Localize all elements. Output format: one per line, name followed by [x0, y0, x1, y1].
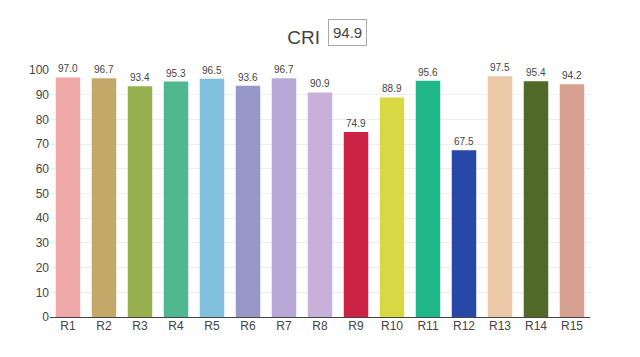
svg-text:70: 70 [36, 137, 50, 151]
svg-text:95.6: 95.6 [418, 67, 438, 78]
svg-text:R11: R11 [417, 319, 438, 333]
svg-text:80: 80 [36, 113, 50, 127]
svg-text:97.0: 97.0 [58, 63, 78, 74]
svg-text:R12: R12 [453, 319, 475, 333]
svg-text:95.3: 95.3 [166, 68, 186, 79]
svg-text:R4: R4 [168, 319, 184, 333]
svg-text:30: 30 [36, 236, 50, 250]
svg-text:60: 60 [36, 162, 50, 176]
svg-text:R10: R10 [381, 319, 403, 333]
svg-text:96.5: 96.5 [202, 65, 222, 76]
svg-text:93.6: 93.6 [238, 72, 258, 83]
svg-text:R9: R9 [348, 319, 364, 333]
svg-text:50: 50 [36, 187, 50, 201]
svg-text:93.4: 93.4 [130, 72, 150, 83]
svg-text:0: 0 [42, 310, 49, 324]
svg-text:10: 10 [36, 286, 50, 300]
svg-text:100: 100 [29, 63, 49, 77]
svg-text:R3: R3 [132, 319, 148, 333]
svg-text:88.9: 88.9 [382, 83, 402, 94]
svg-text:94.9: 94.9 [333, 24, 362, 41]
svg-text:R7: R7 [276, 319, 292, 333]
svg-text:74.9: 74.9 [346, 118, 366, 129]
svg-text:R8: R8 [312, 319, 328, 333]
svg-text:20: 20 [36, 261, 50, 275]
svg-text:R1: R1 [60, 319, 76, 333]
svg-text:95.4: 95.4 [526, 67, 546, 78]
svg-text:R14: R14 [525, 319, 547, 333]
svg-text:67.5: 67.5 [454, 136, 474, 147]
svg-text:40: 40 [36, 211, 50, 225]
svg-text:R13: R13 [489, 319, 511, 333]
svg-text:CRI: CRI [287, 27, 320, 48]
svg-text:94.2: 94.2 [562, 70, 582, 81]
svg-text:96.7: 96.7 [94, 64, 114, 75]
svg-text:90: 90 [36, 88, 50, 102]
svg-text:R5: R5 [204, 319, 220, 333]
svg-text:R15: R15 [561, 319, 583, 333]
svg-text:R6: R6 [240, 319, 256, 333]
svg-text:97.5: 97.5 [490, 62, 510, 73]
svg-text:96.7: 96.7 [274, 64, 294, 75]
svg-text:R2: R2 [96, 319, 112, 333]
svg-text:90.9: 90.9 [310, 78, 330, 89]
